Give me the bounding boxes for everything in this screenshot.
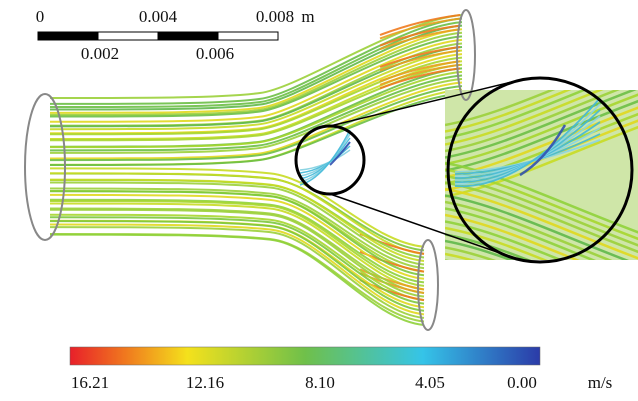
color-unit: m/s bbox=[588, 373, 613, 392]
streamline bbox=[50, 234, 424, 321]
color-label: 0.00 bbox=[507, 373, 537, 392]
scale-label: 0.008 bbox=[256, 7, 294, 26]
scale-bar: 0 0.004 0.008 m 0.002 0.006 bbox=[36, 7, 315, 63]
color-bar-labels: 16.21 12.16 8.10 4.05 0.00 m/s bbox=[71, 373, 612, 392]
color-label: 16.21 bbox=[71, 373, 109, 392]
scale-label: 0 bbox=[36, 7, 45, 26]
scale-unit: m bbox=[301, 7, 314, 26]
scale-label: 0.004 bbox=[139, 7, 178, 26]
figure: 0 0.004 0.008 m 0.002 0.006 16.21 12.16 … bbox=[0, 0, 638, 401]
scale-label: 0.006 bbox=[196, 44, 234, 63]
color-label: 12.16 bbox=[186, 373, 224, 392]
color-bar bbox=[70, 347, 540, 365]
color-label: 8.10 bbox=[305, 373, 335, 392]
color-label: 4.05 bbox=[415, 373, 445, 392]
streamline bbox=[330, 142, 350, 165]
streamline bbox=[445, 261, 638, 331]
scale-label: 0.002 bbox=[81, 44, 119, 63]
streamline bbox=[445, 254, 638, 324]
inset-streamlines bbox=[445, 55, 638, 331]
